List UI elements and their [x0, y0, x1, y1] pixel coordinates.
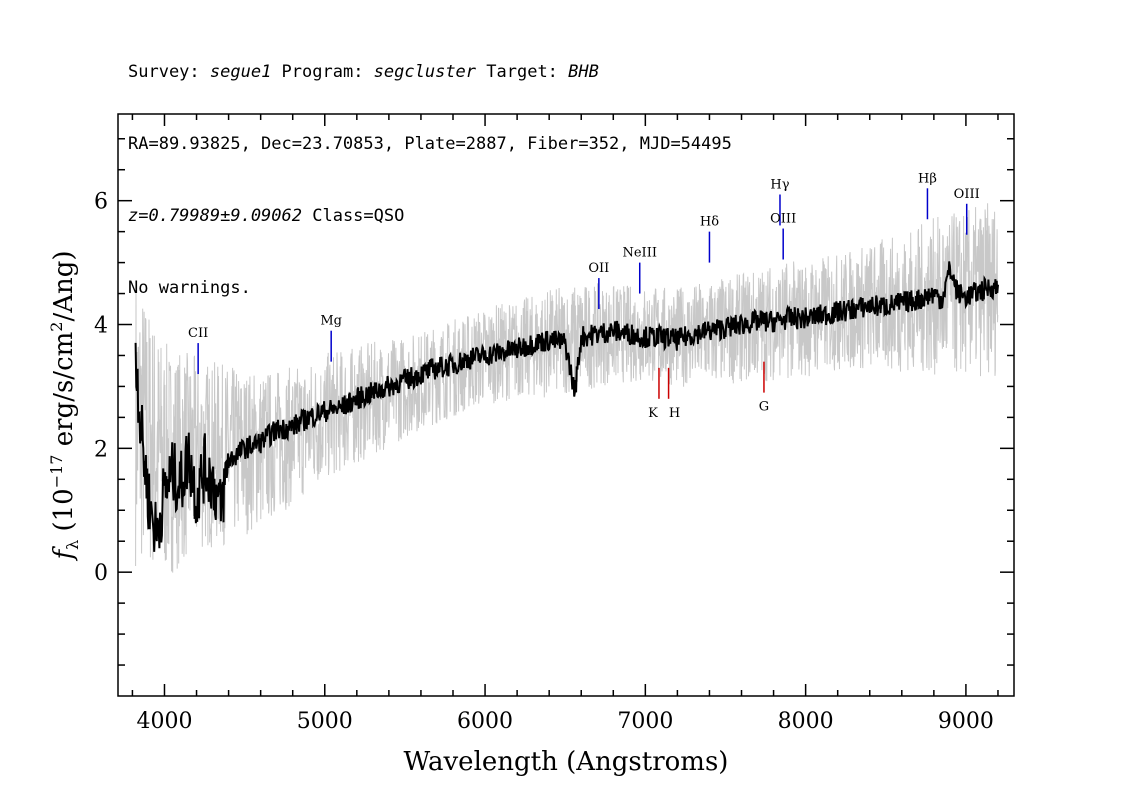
- survey-label: Survey:: [128, 62, 210, 82]
- axis-ticks: 4000 5000 6000 7000 8000 9000 0 2 4 6: [94, 114, 1014, 734]
- plot-frame: [117, 113, 1015, 697]
- y-tick-label: 0: [94, 561, 108, 586]
- program-label: Program:: [271, 62, 374, 82]
- x-tick-label: 4000: [136, 709, 192, 734]
- absorption-line-label: H: [669, 406, 680, 421]
- flux-line: [134, 261, 999, 552]
- spectrum-header: Survey: segue1 Program: segcluster Targe…: [128, 12, 732, 324]
- x-axis-title: Wavelength (Angstroms): [404, 747, 729, 777]
- x-tick-label: 5000: [297, 709, 353, 734]
- target-value: BHB: [568, 62, 599, 82]
- emission-line-label: Hγ: [770, 177, 789, 192]
- x-tick-label: 6000: [457, 709, 513, 734]
- header-line-coordinates: RA=89.93825, Dec=23.70853, Plate=2887, F…: [128, 134, 732, 154]
- error-band-trace: [135, 203, 999, 573]
- y-axis-title: fλ (10−17 erg/s/cm2/Ang): [47, 250, 82, 561]
- x-tick-label: 8000: [778, 709, 834, 734]
- y-tick-label: 6: [94, 190, 108, 215]
- absorption-line-label: K: [648, 406, 658, 421]
- spectral-line-markers: CII Mg OII NeIII Hδ Hγ OIII Hβ OIII K H G: [188, 171, 980, 421]
- emission-line-label: Hβ: [918, 171, 937, 186]
- emission-line-label: OIII: [954, 187, 980, 202]
- emission-line-label: Hδ: [700, 215, 719, 230]
- target-label: Target:: [476, 62, 569, 82]
- flux-line-layer: [134, 261, 999, 552]
- absorption-line-label: G: [759, 400, 769, 415]
- x-tick-label: 7000: [617, 709, 673, 734]
- class-value: Class=QSO: [302, 206, 405, 226]
- y-tick-label: 4: [94, 314, 108, 339]
- emission-line-label: NeIII: [622, 246, 656, 261]
- emission-line-label: Mg: [320, 314, 342, 329]
- header-line-survey: Survey: segue1 Program: segcluster Targe…: [128, 60, 732, 84]
- emission-line-label: OII: [588, 261, 609, 276]
- y-tick-label: 2: [94, 437, 108, 462]
- error-band-layer: [135, 203, 999, 573]
- emission-line-label: OIII: [770, 212, 796, 227]
- header-line-warnings: No warnings.: [128, 278, 251, 298]
- survey-value: segue1: [209, 62, 272, 82]
- header-line-redshift: z=0.79989±9.09062 Class=QSO: [128, 204, 732, 228]
- emission-line-label: CII: [188, 326, 208, 341]
- redshift-value: z=0.79989±9.09062: [128, 206, 302, 226]
- program-value: segcluster: [373, 62, 477, 82]
- x-tick-label: 9000: [938, 709, 994, 734]
